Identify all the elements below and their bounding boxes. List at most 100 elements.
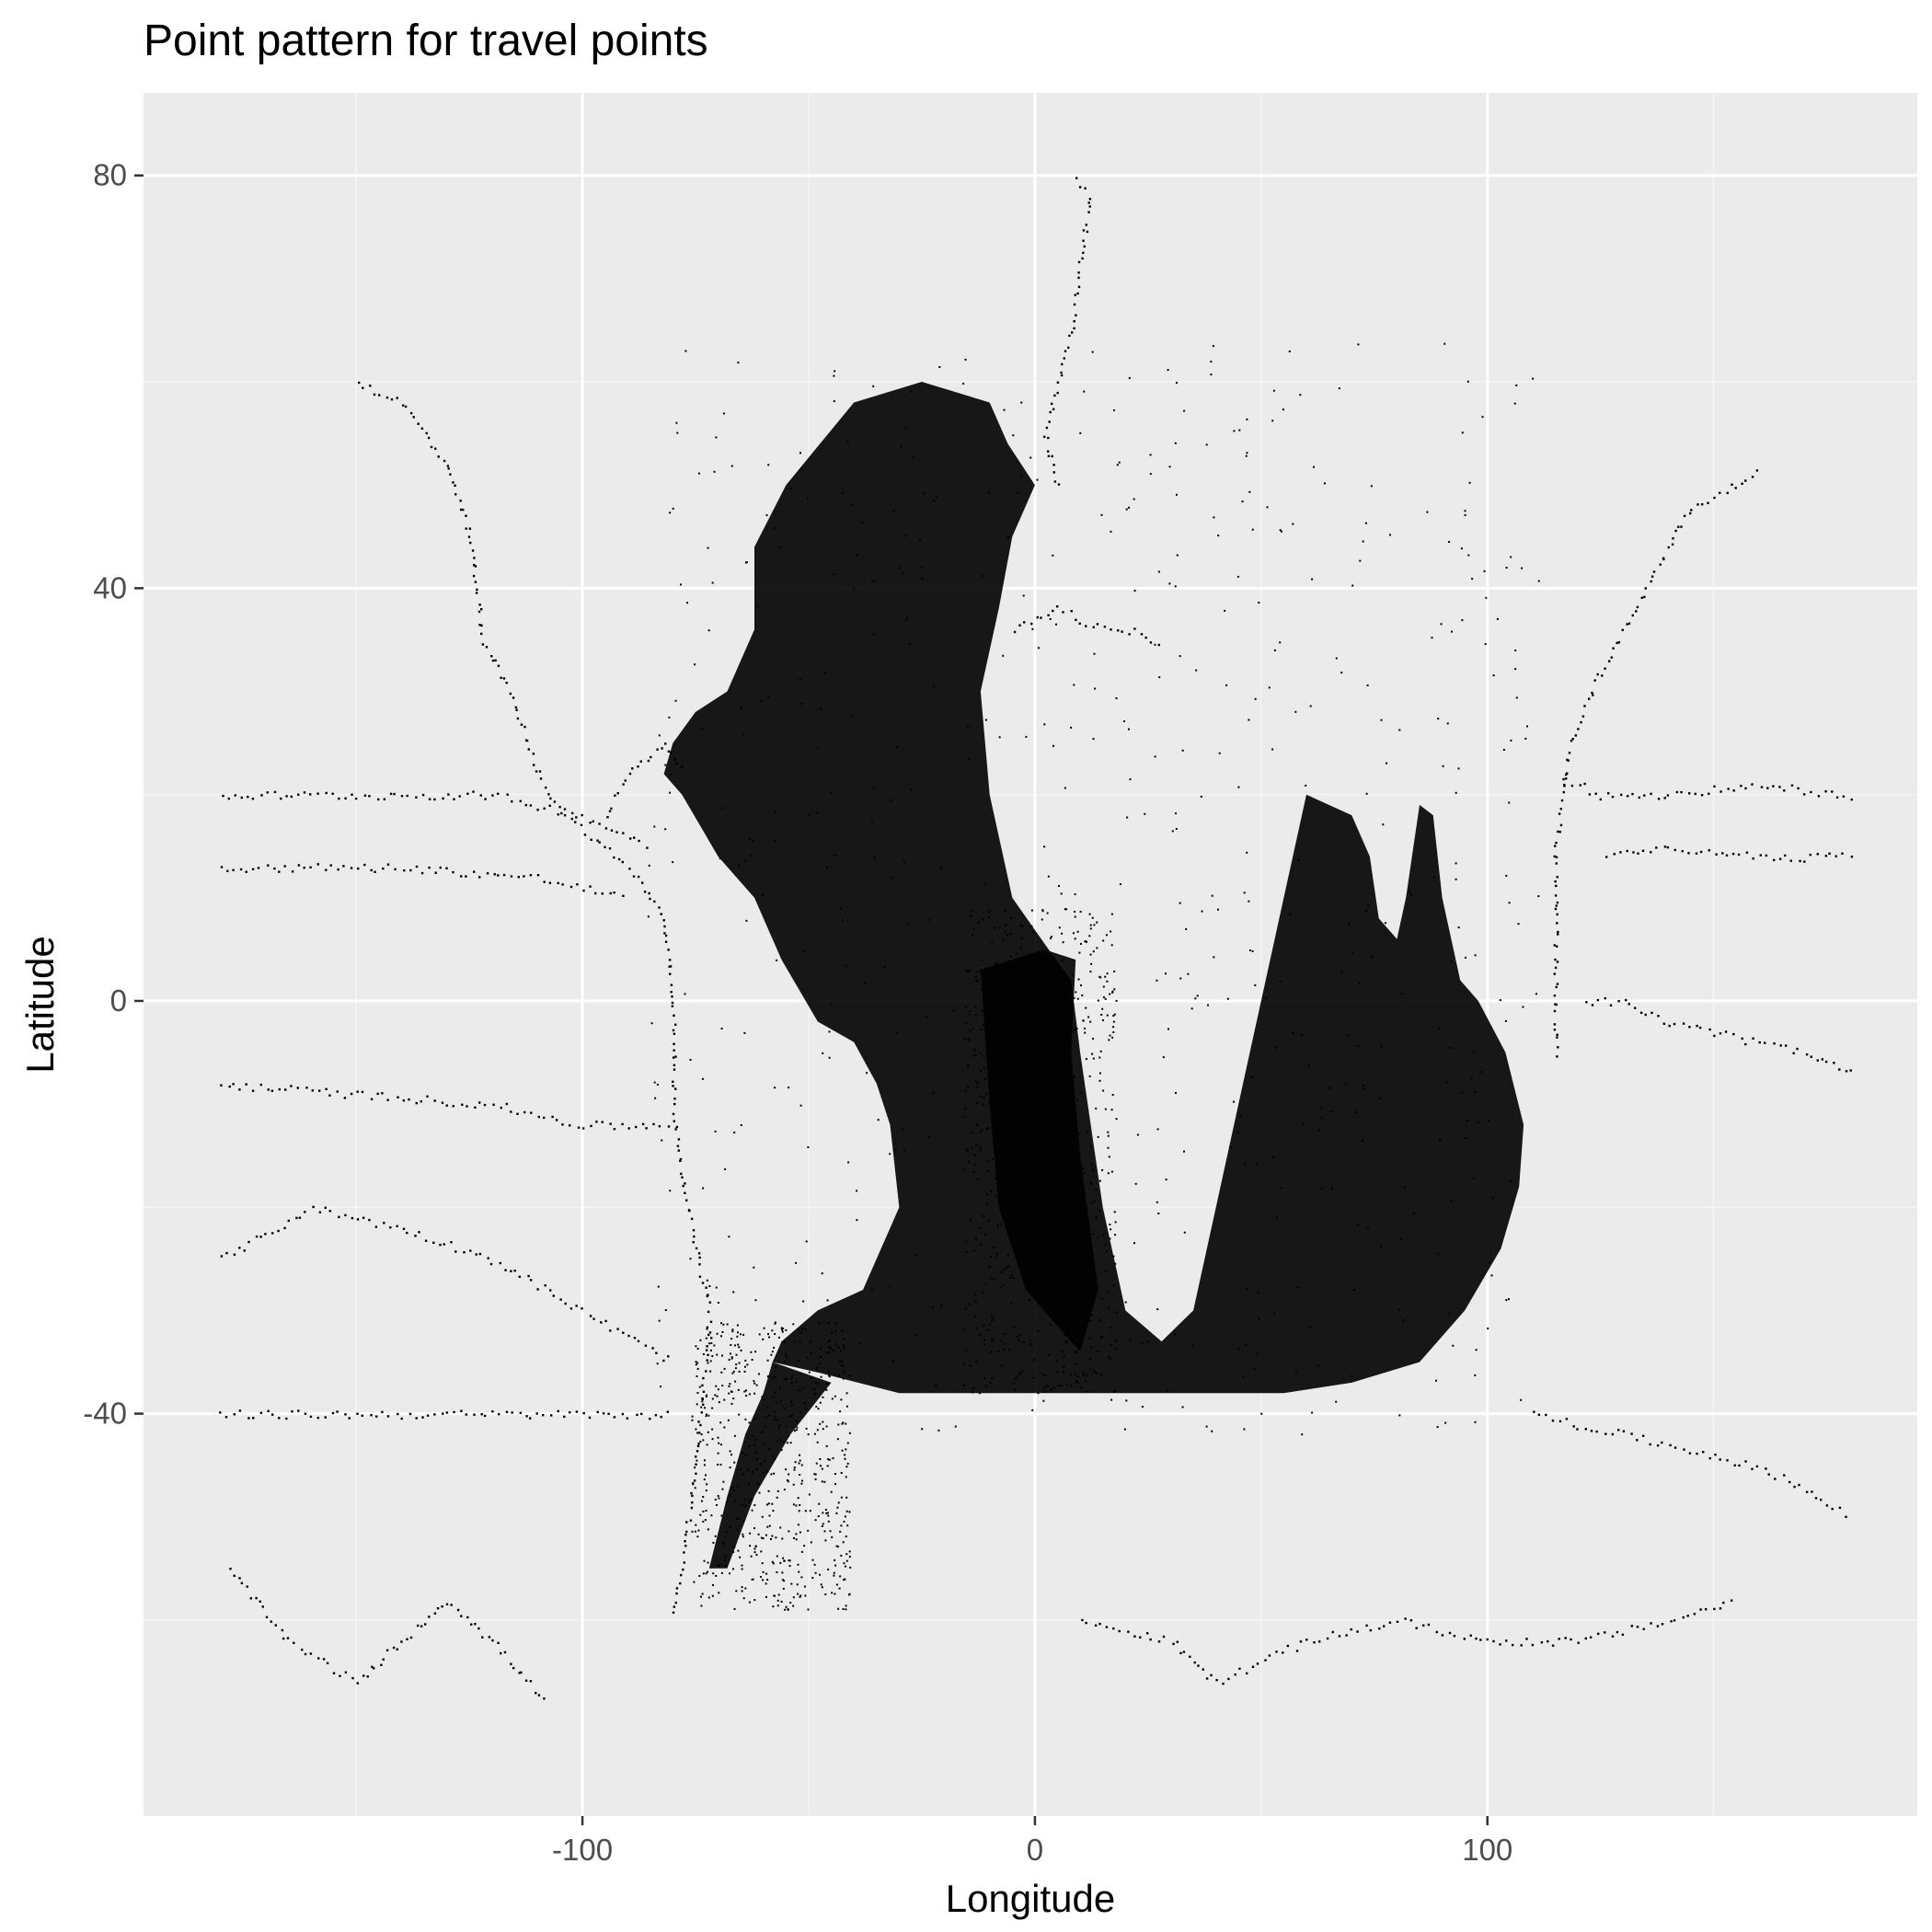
data-point (661, 1139, 663, 1142)
data-point (1098, 1079, 1101, 1082)
data-point (771, 1502, 774, 1505)
data-point (892, 510, 895, 512)
track-point-pacific-north (575, 816, 578, 819)
track-point-us-west-coast (681, 1176, 684, 1179)
track-point-pacific-east-14n (1731, 852, 1735, 856)
data-point (711, 1355, 714, 1357)
data-point (788, 1087, 790, 1089)
track-point-southern-ocean (1295, 1650, 1299, 1652)
track-point-us-west-coast (706, 1345, 708, 1348)
data-point (983, 1054, 985, 1057)
data-point (795, 1533, 798, 1535)
data-point (1426, 511, 1429, 513)
data-point (1464, 510, 1466, 512)
data-point (983, 1078, 986, 1081)
track-point-us-west-coast (583, 834, 587, 836)
data-point (720, 1335, 722, 1338)
track-point-pacific-north (610, 829, 614, 832)
data-point (749, 1532, 752, 1535)
data-point (754, 1299, 757, 1302)
track-point-australia-south (1765, 1467, 1767, 1470)
track-point-pacific-southwest-loop (450, 1604, 453, 1606)
data-point (939, 867, 942, 868)
data-point (781, 1579, 784, 1581)
track-point-australia-south (1604, 1432, 1607, 1435)
track-point-pacific-east (1796, 1047, 1799, 1051)
data-point (732, 1397, 735, 1400)
track-point-pacific-equatorial (492, 1103, 495, 1106)
data-point (973, 1164, 976, 1167)
data-point (793, 1468, 796, 1471)
data-point (1080, 1332, 1083, 1335)
data-point (808, 1493, 811, 1496)
data-point (1082, 1248, 1085, 1251)
data-point (715, 1286, 718, 1289)
data-point (1389, 534, 1391, 536)
data-point (753, 1380, 755, 1383)
data-point (1014, 1388, 1017, 1391)
track-point-us-west-coast (472, 574, 476, 578)
data-point (1006, 1143, 1008, 1145)
track-point-arctic-norway (1073, 327, 1075, 330)
data-point (1194, 997, 1197, 1000)
data-point (798, 1462, 800, 1465)
data-point (1031, 1409, 1034, 1411)
track-point-pacific-equatorial (474, 1106, 477, 1109)
data-point (1093, 1200, 1096, 1202)
data-point (1174, 585, 1177, 588)
track-point-asia-japan (1555, 985, 1558, 989)
track-point-us-west-coast (454, 493, 457, 496)
track-point-asia-japan (1566, 772, 1569, 775)
data-point (1012, 434, 1015, 437)
data-point (844, 1457, 846, 1460)
data-point (712, 1572, 715, 1575)
data-point (1035, 1282, 1037, 1284)
data-point (1058, 926, 1061, 929)
track-point-us-west-coast (697, 1443, 700, 1445)
track-point-pacific-13n (251, 868, 255, 870)
data-point (1502, 749, 1505, 751)
track-point-pacific-east-20n (1842, 795, 1846, 798)
track-point-australia-south (1820, 1499, 1823, 1501)
data-point (1110, 1228, 1112, 1231)
data-point (1237, 786, 1240, 788)
data-point (810, 1541, 812, 1544)
track-point-pacific-southwest-loop (488, 1636, 491, 1639)
track-point-pacific-equatorial (311, 1089, 314, 1092)
data-point (1069, 1211, 1072, 1213)
data-point (1078, 951, 1081, 954)
data-point (983, 1339, 986, 1341)
data-point (840, 1524, 843, 1527)
data-point (1398, 1308, 1401, 1311)
data-point (800, 703, 803, 706)
data-point (1018, 1373, 1021, 1375)
data-point (1090, 1288, 1093, 1291)
data-point (814, 1393, 817, 1396)
data-point (754, 1351, 757, 1353)
data-point (1110, 1357, 1112, 1360)
track-point-pacific-equatorial (343, 1097, 347, 1099)
track-point-us-west-coast (700, 1411, 703, 1414)
data-point (781, 1340, 784, 1343)
track-point-us-west-coast (679, 1581, 682, 1585)
data-point (783, 1559, 786, 1562)
track-point-southern-ocean (1731, 1599, 1733, 1602)
data-point (827, 1458, 830, 1461)
data-point (995, 1177, 997, 1179)
data-point (1251, 950, 1254, 952)
data-point (1256, 1352, 1259, 1355)
track-point-southern-ocean (1531, 1643, 1535, 1647)
data-point (768, 1524, 771, 1527)
track-point-us-west-coast (509, 692, 512, 696)
data-point (842, 1377, 845, 1380)
data-point (765, 1595, 767, 1598)
data-point (1464, 513, 1466, 516)
track-point-southern-ocean (1448, 1631, 1452, 1635)
data-point (710, 1342, 713, 1344)
data-point (1311, 578, 1314, 581)
data-point (1019, 974, 1021, 977)
data-point (1236, 575, 1239, 578)
track-point-pacific-east-20n (1790, 784, 1794, 787)
data-point (814, 1381, 817, 1384)
data-point (979, 1145, 982, 1148)
